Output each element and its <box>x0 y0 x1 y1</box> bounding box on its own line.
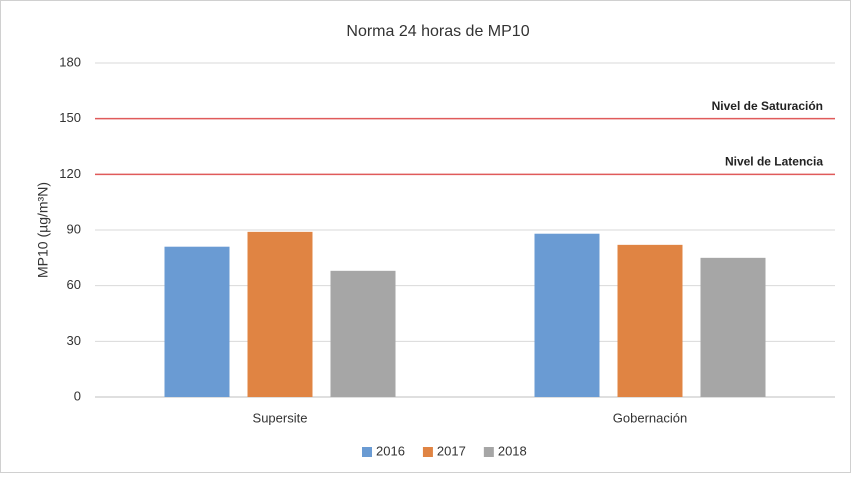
bar <box>534 233 600 397</box>
bar <box>164 246 230 397</box>
bar <box>700 257 766 397</box>
legend-swatch <box>362 447 372 457</box>
legend-swatch <box>483 447 494 457</box>
bar <box>247 231 313 397</box>
legend-swatch <box>422 447 433 457</box>
legend-label: 2016 <box>376 443 405 458</box>
y-axis-label: MP10 (µg/m³N) <box>35 182 51 278</box>
reference-label: Nivel de Latencia <box>725 155 823 169</box>
y-tick-label: 180 <box>59 54 81 69</box>
x-tick-label: Gobernación <box>613 410 687 425</box>
x-tick-label: Supersite <box>253 410 308 425</box>
legend-label: 2018 <box>498 443 527 458</box>
legend-label: 2017 <box>437 443 466 458</box>
y-tick-label: 120 <box>59 166 81 181</box>
reference-label: Nivel de Saturación <box>712 99 823 113</box>
y-tick-label: 90 <box>67 221 81 236</box>
y-tick-label: 150 <box>59 110 81 125</box>
chart-title: Norma 24 horas de MP10 <box>346 23 529 40</box>
y-tick-label: 60 <box>67 277 81 292</box>
y-tick-label: 0 <box>74 388 81 403</box>
bar <box>330 270 396 397</box>
bar <box>617 244 683 397</box>
y-tick-label: 30 <box>67 333 81 348</box>
